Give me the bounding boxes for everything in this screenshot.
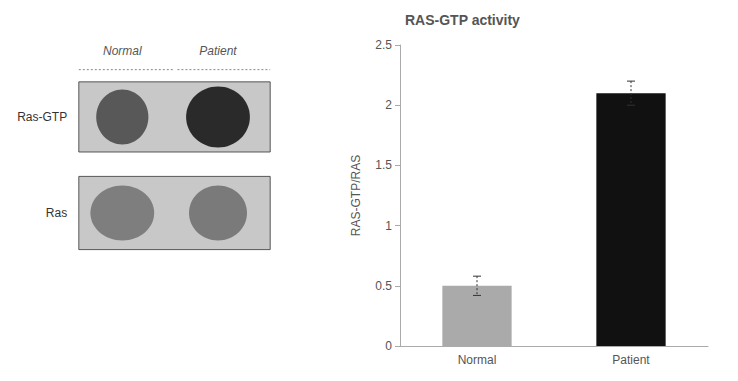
svg-text:1.5: 1.5 (375, 158, 392, 172)
svg-text:0.5: 0.5 (375, 279, 392, 293)
svg-text:RAS-GTP activity: RAS-GTP activity (405, 12, 520, 28)
svg-text:2.5: 2.5 (375, 38, 392, 52)
svg-text:Patient: Patient (612, 353, 650, 367)
svg-text:0: 0 (385, 339, 392, 353)
svg-text:RAS-GTP/RAS: RAS-GTP/RAS (349, 155, 363, 236)
svg-text:2: 2 (385, 98, 392, 112)
svg-text:1: 1 (385, 219, 392, 233)
svg-text:Normal: Normal (103, 44, 142, 58)
svg-text:Ras-GTP: Ras-GTP (17, 110, 67, 124)
svg-text:Patient: Patient (199, 44, 237, 58)
svg-text:Normal: Normal (458, 353, 497, 367)
svg-text:Ras: Ras (46, 206, 67, 220)
